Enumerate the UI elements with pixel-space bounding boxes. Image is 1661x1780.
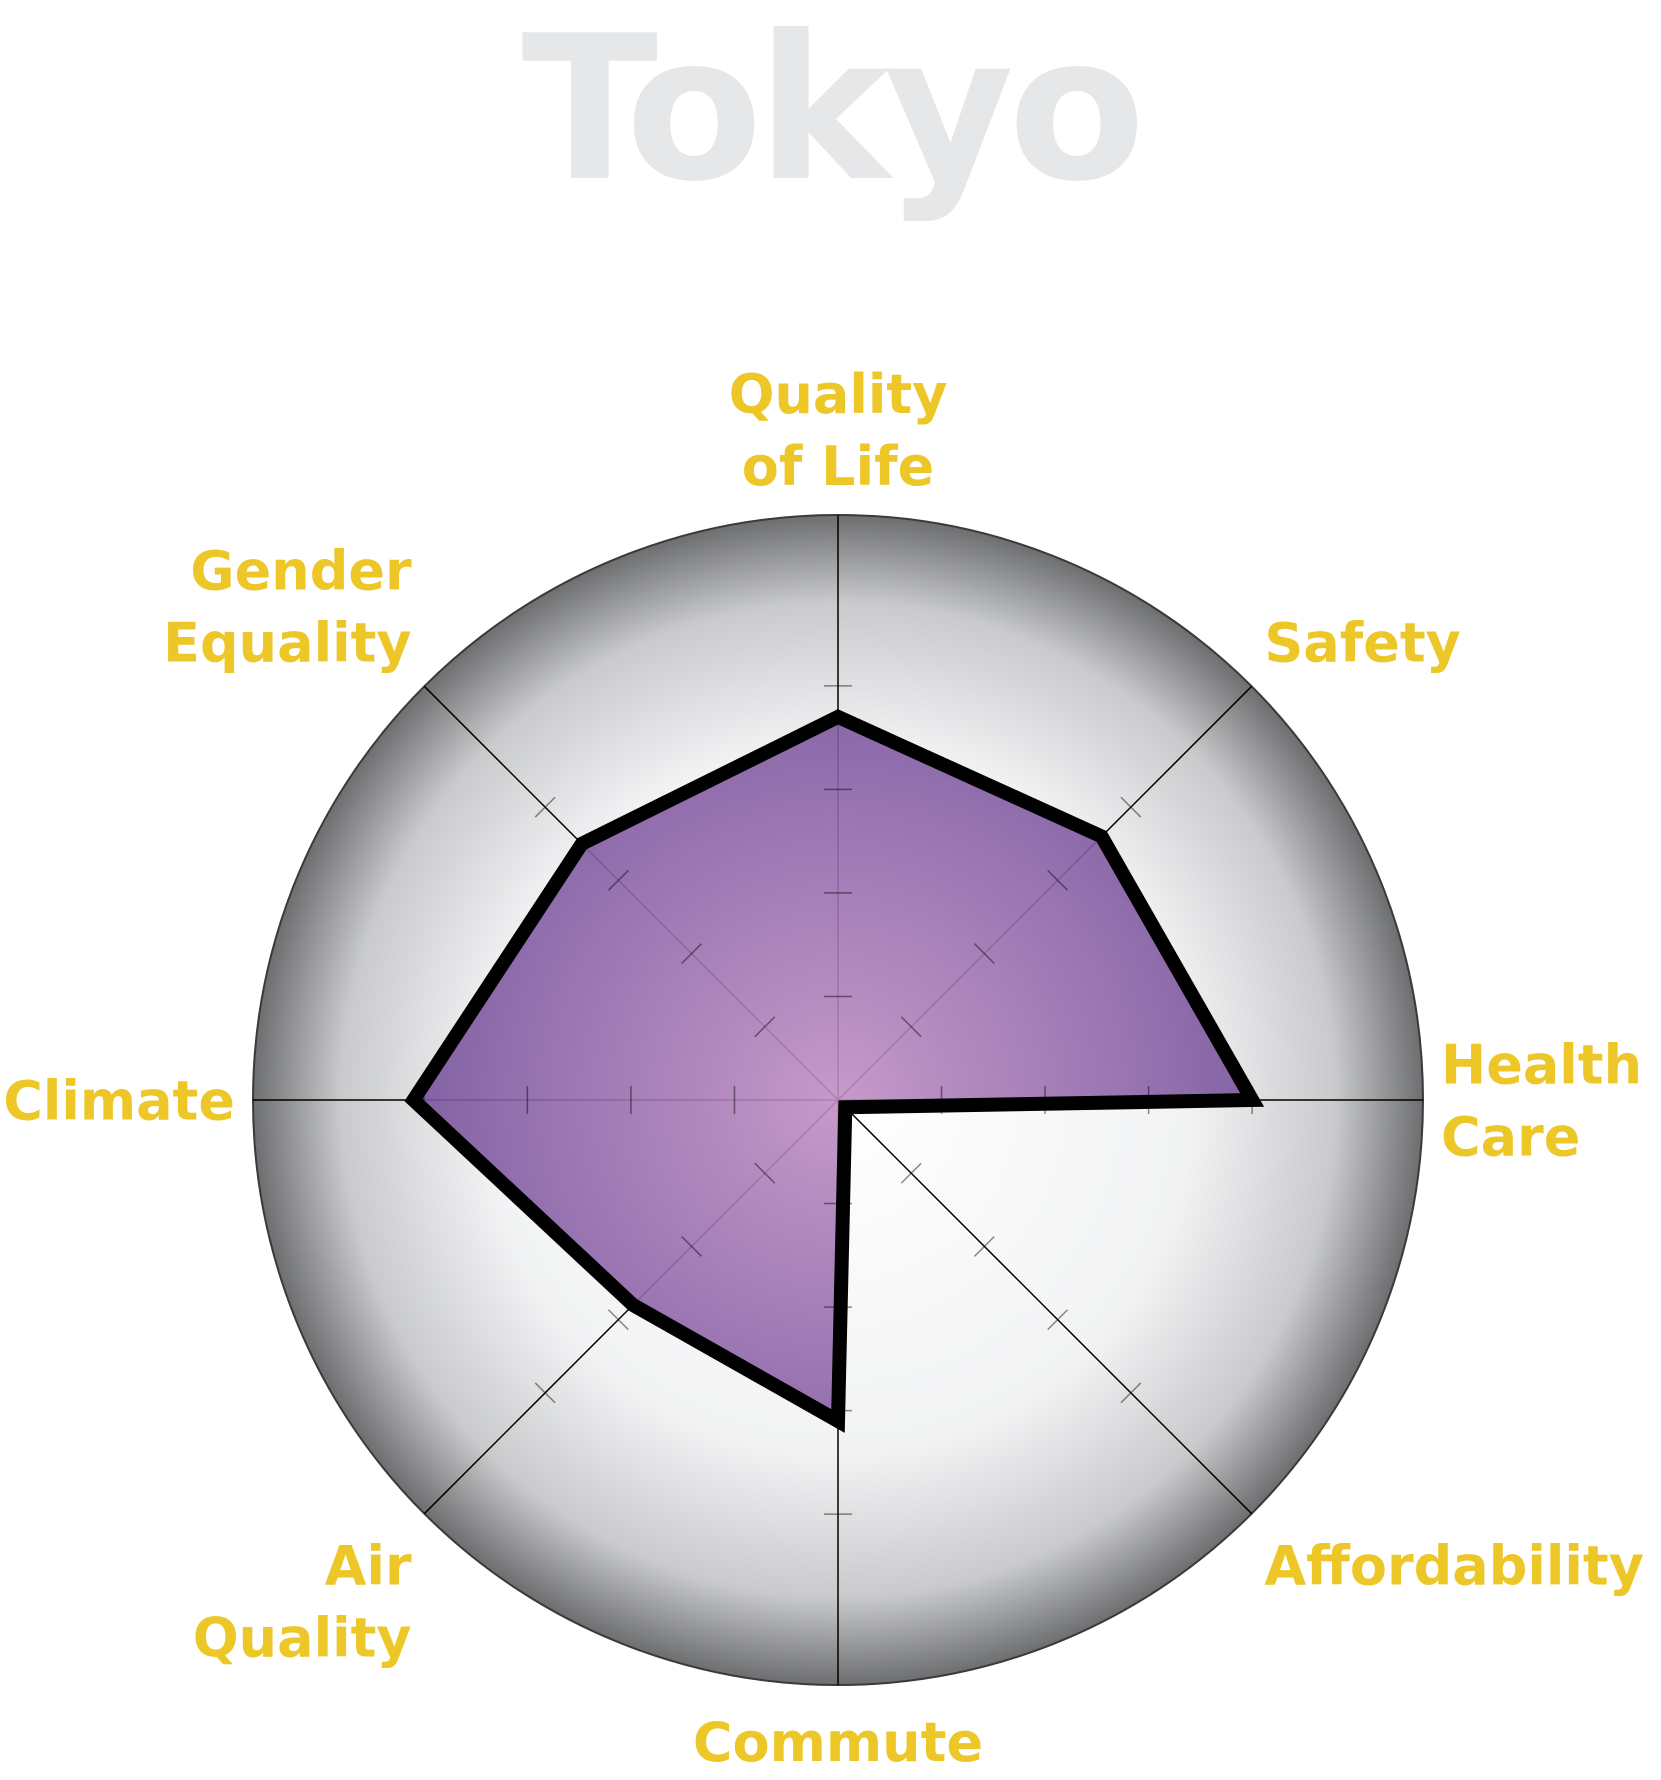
axis-label-line: Quality <box>193 1606 412 1669</box>
axis-label-line: Air <box>325 1534 412 1597</box>
chart-title: Tokyo <box>521 0 1145 226</box>
axis-label-commute: Commute <box>693 1711 983 1774</box>
radar-data-area <box>413 716 1253 1421</box>
axis-label-line: Affordability <box>1264 1534 1644 1597</box>
axis-label-line: Quality <box>729 363 948 426</box>
tick-gender-equality-3 <box>607 869 629 891</box>
axis-label-line: Care <box>1441 1105 1580 1168</box>
axis-line-affordability <box>837 1099 1253 1515</box>
axis-label-air-quality: Air Quality <box>193 1534 412 1669</box>
axis-label-gender-equality: Gender Equality <box>163 540 412 675</box>
tick-gender-equality-2 <box>681 943 703 965</box>
tick-affordability-4 <box>1120 1382 1142 1404</box>
tick-safety-1 <box>900 1016 922 1038</box>
axis-label-line: Gender <box>190 540 412 603</box>
radar-data-outline <box>404 709 1265 1433</box>
axis-label-health-care: Health Care <box>1441 1033 1642 1168</box>
tick-air-quality-2 <box>681 1235 703 1257</box>
tick-safety-2 <box>973 943 995 965</box>
tick-air-quality-4 <box>534 1382 556 1404</box>
axis-label-affordability: Affordability <box>1264 1534 1644 1597</box>
axis-label-line: Climate <box>3 1069 235 1132</box>
axis-label-line: of Life <box>742 435 934 498</box>
axis-label-line: Safety <box>1264 612 1460 675</box>
axis-label-line: Equality <box>163 612 411 675</box>
axis-label-safety: Safety <box>1264 612 1460 675</box>
radar-ticks <box>423 685 1253 1515</box>
tick-gender-equality-4 <box>534 796 556 818</box>
tick-gender-equality-1 <box>754 1016 776 1038</box>
tick-affordability-1 <box>900 1162 922 1184</box>
tick-air-quality-3 <box>607 1309 629 1331</box>
tick-safety-4 <box>1120 796 1142 818</box>
axis-label-line: Health <box>1441 1033 1642 1096</box>
axis-label-line: Commute <box>693 1711 983 1774</box>
tick-affordability-2 <box>973 1235 995 1257</box>
tick-safety-3 <box>1047 869 1069 891</box>
tick-affordability-3 <box>1047 1309 1069 1331</box>
tick-air-quality-1 <box>754 1162 776 1184</box>
axis-label-climate: Climate <box>3 1069 235 1132</box>
radar-axis-labels: Quality of Life Safety Health Care Affordabil… <box>3 363 1644 1774</box>
axis-label-quality-of-life: Quality of Life <box>729 363 948 498</box>
